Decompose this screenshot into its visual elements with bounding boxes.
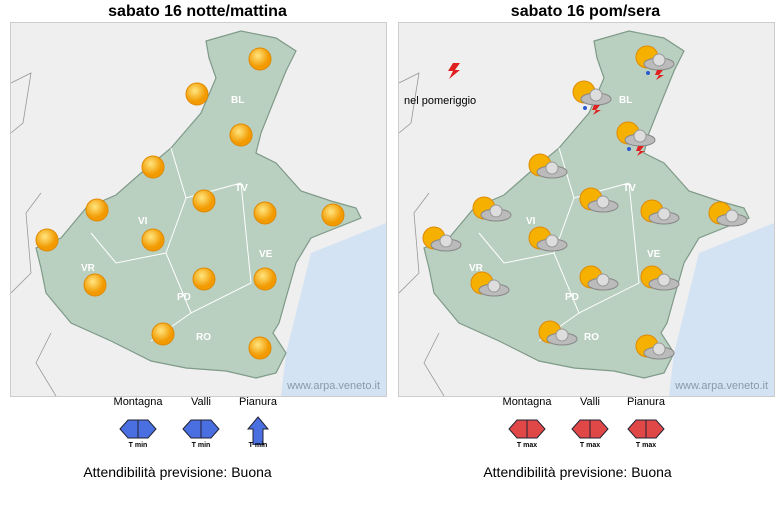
province-label-vr: VR: [81, 263, 95, 274]
legend-tag: T min: [128, 442, 148, 449]
temperature-rising-icon: [246, 416, 270, 445]
legend-label: Montagna: [113, 396, 163, 408]
partly-cloudy-icon: [422, 226, 462, 252]
legend-label: Montagna: [502, 396, 552, 408]
temperature-stable-icon: [119, 419, 157, 439]
partly-cloudy-icon: [579, 187, 619, 213]
right-reliability: Attendibilità previsione: Buona: [483, 464, 672, 480]
partly-cloudy-icon: [640, 265, 680, 291]
province-label-bl: BL: [231, 95, 245, 106]
temperature-stable-icon: [508, 419, 546, 439]
sun-icon: [253, 267, 277, 291]
legend-tag: T min: [248, 442, 268, 449]
province-label-vi: VI: [138, 216, 148, 227]
province-label-vi: VI: [526, 216, 536, 227]
sun-icon: [141, 155, 165, 179]
sun-icon: [185, 82, 209, 106]
sun-icon: [151, 322, 175, 346]
sun-icon: [192, 189, 216, 213]
sun-icon: [248, 47, 272, 71]
thunderstorm-icon: [635, 45, 675, 80]
province-label-bl: BL: [619, 95, 633, 106]
legend-label: Valli: [191, 396, 211, 408]
left-forecast-map: BL TV VI VR PD VE RO www.arpa.veneto.it: [10, 22, 387, 397]
province-label-ve: VE: [647, 249, 661, 260]
partly-cloudy-icon: [470, 271, 510, 297]
legend-label: Pianura: [627, 396, 665, 408]
temperature-stable-icon: [627, 419, 665, 439]
watermark: www.arpa.veneto.it: [287, 380, 380, 392]
legend-label: Valli: [580, 396, 600, 408]
partly-cloudy-icon: [635, 334, 675, 360]
left-map-title: sabato 16 notte/mattina: [108, 3, 287, 20]
sun-icon: [253, 201, 277, 225]
province-label-pd: PD: [177, 292, 191, 303]
partly-cloudy-icon: [528, 226, 568, 252]
partly-cloudy-icon: [640, 199, 680, 225]
partly-cloudy-icon: [538, 320, 578, 346]
left-reliability: Attendibilità previsione: Buona: [83, 464, 272, 480]
province-label-ro: RO: [584, 332, 599, 343]
sun-icon: [321, 203, 345, 227]
province-label-ro: RO: [196, 332, 211, 343]
legend-tag: T max: [635, 442, 657, 449]
partly-cloudy-icon: [708, 201, 748, 227]
sun-icon: [192, 267, 216, 291]
legend-label: Pianura: [239, 396, 277, 408]
sun-icon: [83, 273, 107, 297]
right-map-title: sabato 16 pom/sera: [510, 3, 661, 20]
legend-tag: T min: [191, 442, 211, 449]
partly-cloudy-icon: [472, 196, 512, 222]
sun-icon: [85, 198, 109, 222]
legend-tag: T max: [516, 442, 538, 449]
thunderstorm-icon: [572, 80, 612, 115]
lightning-icon: [448, 63, 460, 79]
province-label-ve: VE: [259, 249, 273, 260]
province-label-pd: PD: [565, 292, 579, 303]
legend-tag: T max: [579, 442, 601, 449]
afternoon-note: nel pomeriggio: [404, 95, 477, 107]
watermark: www.arpa.veneto.it: [675, 380, 768, 392]
partly-cloudy-icon: [528, 153, 568, 179]
thunderstorm-icon: [616, 121, 656, 156]
temperature-stable-icon: [182, 419, 220, 439]
temperature-stable-icon: [571, 419, 609, 439]
province-label-vr: VR: [469, 263, 483, 274]
sun-icon: [229, 123, 253, 147]
partly-cloudy-icon: [579, 265, 619, 291]
sun-icon: [35, 228, 59, 252]
right-forecast-map: BL TV VI VR PD VE RO nel pomeriggio www.arpa.v…: [398, 22, 775, 397]
sun-icon: [248, 336, 272, 360]
sun-icon: [141, 228, 165, 252]
province-label-tv: TV: [623, 183, 636, 194]
province-label-tv: TV: [235, 183, 248, 194]
